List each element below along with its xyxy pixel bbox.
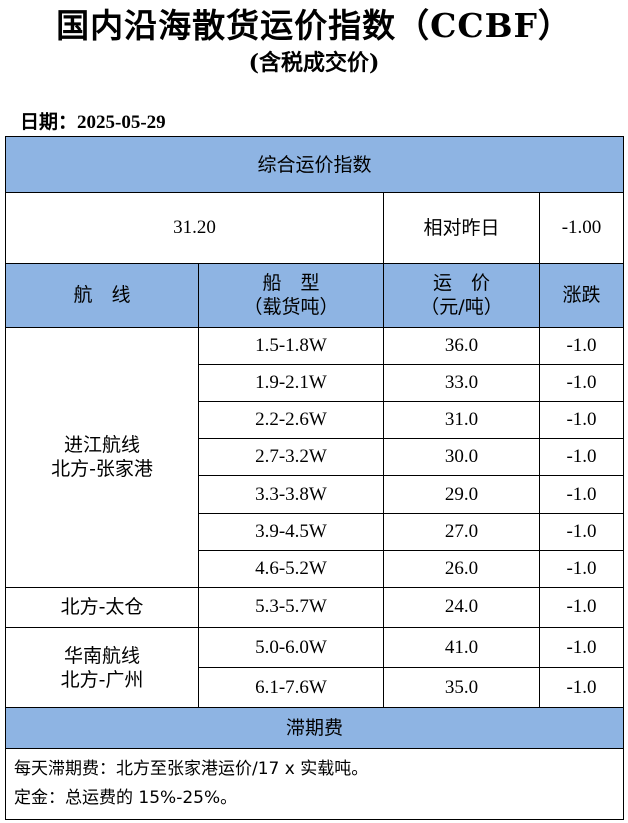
table-row: 3.3-3.8W 29.0 -1.0 — [6, 475, 625, 514]
composite-index-change: -1.00 — [538, 192, 625, 264]
table-row: 北方-太仓 5.3-5.7W 24.0 -1.0 — [5, 586, 625, 629]
ship-type-cell: 2.2-2.6W — [198, 401, 384, 440]
change-cell: -1.0 — [538, 438, 625, 477]
change-cell: -1.0 — [538, 326, 625, 365]
route-cell: 华南航线 北方-广州 — [5, 627, 199, 709]
rate-cell: 29.0 — [383, 475, 540, 514]
route-line1: 华南航线 — [63, 644, 140, 667]
ship-type-cell: 6.1-7.6W — [198, 667, 384, 709]
ship-type-header-line1: 船 型 — [262, 272, 320, 295]
rate-cell: 31.0 — [383, 401, 540, 440]
change-cell: -1.0 — [538, 586, 625, 629]
route-line1: 北方-太仓 — [60, 596, 144, 619]
table-row: 2.2-2.6W 31.0 -1.0 — [6, 401, 625, 440]
change-cell: -1.0 — [538, 667, 625, 709]
change-cell: -1.0 — [538, 549, 625, 588]
page-subtitle: (含税成交价) — [248, 50, 380, 76]
demurrage-line1: 每天滞期费：北方至张家港运价/17 x 实载吨。 — [14, 758, 369, 779]
report-date: 日期：2025-05-29 — [20, 109, 166, 136]
ship-type-cell: 4.6-5.2W — [198, 549, 384, 588]
route-cell: 进江航线 北方-张家港 — [5, 326, 199, 588]
table-row: 进江航线 北方-张家港 1.5-1.8W 36.0 -1.0 — [5, 326, 625, 588]
page-title: 国内沿海散货运价指数（CCBF） — [56, 6, 572, 45]
ship-type-cell: 1.5-1.8W — [198, 326, 384, 365]
change-cell: -1.0 — [538, 512, 625, 551]
demurrage-line2: 定金：总运费的 15%-25%。 — [14, 787, 238, 808]
rate-column-header: 运 价 （元/吨） — [383, 262, 540, 328]
date-label: 日期： — [20, 112, 78, 133]
rate-header-line2: （元/吨） — [420, 296, 503, 319]
table-row: 1.9-2.1W 33.0 -1.0 — [6, 363, 625, 403]
change-column-header: 涨跌 — [538, 262, 625, 328]
rate-cell: 27.0 — [383, 512, 540, 551]
composite-index-value: 31.20 — [5, 192, 384, 264]
column-header-row: 航 线 船 型 （载货吨） 运 价 （元/吨） 涨跌 — [5, 262, 625, 328]
rate-header-line1: 运 价 — [432, 272, 490, 295]
change-cell: -1.0 — [538, 401, 625, 440]
route-column-header: 航 线 — [5, 262, 199, 328]
table-row: 2.7-3.2W 30.0 -1.0 — [6, 438, 625, 477]
ship-type-cell: 2.7-3.2W — [198, 438, 384, 477]
rate-cell: 24.0 — [383, 586, 540, 629]
table-row: 6.1-7.6W 35.0 -1.0 — [6, 667, 625, 709]
date-value: 2025-05-29 — [77, 112, 166, 133]
rate-cell: 26.0 — [383, 549, 540, 588]
compare-label: 相对昨日 — [383, 192, 540, 264]
ship-type-cell: 5.3-5.7W — [198, 586, 384, 629]
route-line1: 进江航线 — [63, 434, 140, 457]
table-row: 4.6-5.2W 26.0 -1.0 — [6, 549, 625, 588]
ship-type-cell: 3.3-3.8W — [198, 475, 384, 514]
ship-type-cell: 3.9-4.5W — [198, 512, 384, 551]
rate-cell: 41.0 — [383, 627, 540, 669]
change-cell: -1.0 — [538, 475, 625, 514]
route-cell: 北方-太仓 — [5, 586, 199, 629]
route-line2: 北方-张家港 — [51, 458, 153, 481]
table-row: 3.9-4.5W 27.0 -1.0 — [6, 512, 625, 551]
ship-type-cell: 5.0-6.0W — [198, 627, 384, 669]
change-cell: -1.0 — [538, 627, 625, 669]
table-row: 华南航线 北方-广州 5.0-6.0W 41.0 -1.0 — [5, 627, 625, 709]
rate-cell: 35.0 — [383, 667, 540, 709]
freight-index-table: 综合运价指数 31.20 相对昨日 -1.00 航 线 船 型 （载货吨） 运 … — [4, 135, 625, 821]
route-line2: 北方-广州 — [60, 668, 144, 691]
demurrage-note: 每天滞期费：北方至张家港运价/17 x 实载吨。 定金：总运费的 15%-25%… — [4, 747, 625, 821]
rate-cell: 33.0 — [383, 363, 540, 403]
rate-cell: 30.0 — [383, 438, 540, 477]
composite-index-header: 综合运价指数 — [4, 135, 625, 194]
rate-cell: 36.0 — [383, 326, 540, 365]
demurrage-header: 滞期费 — [4, 707, 625, 749]
ship-type-cell: 1.9-2.1W — [198, 363, 384, 403]
change-cell: -1.0 — [538, 363, 625, 403]
ship-type-header-line2: （载货吨） — [243, 296, 339, 319]
ship-type-column-header: 船 型 （载货吨） — [198, 262, 384, 328]
